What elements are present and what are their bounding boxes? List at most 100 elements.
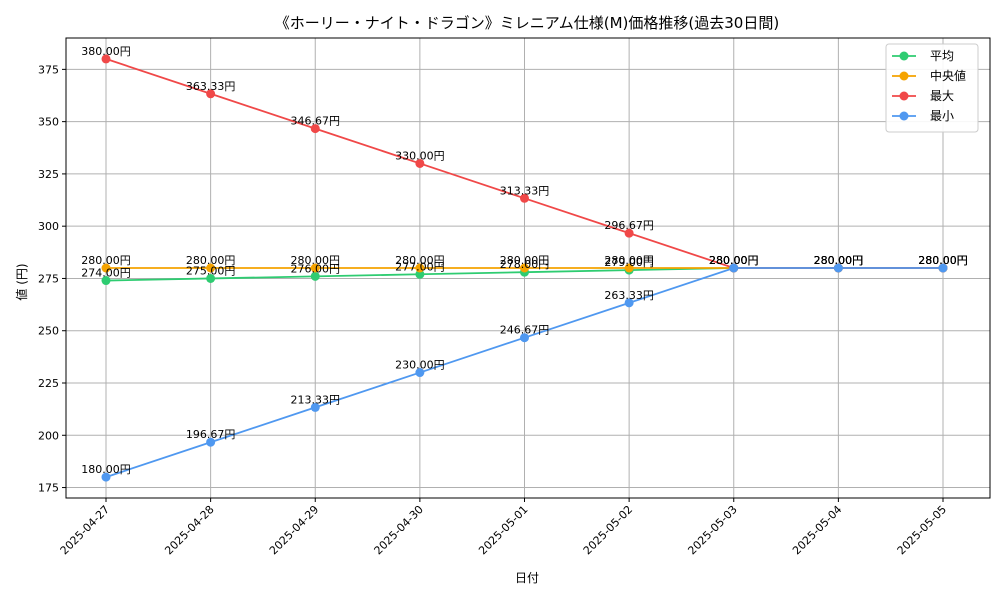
data-label: 213.33円 bbox=[291, 393, 341, 406]
data-label: 280.00円 bbox=[814, 254, 864, 267]
data-point bbox=[520, 263, 529, 273]
data-point bbox=[206, 273, 216, 283]
data-point bbox=[624, 263, 634, 273]
series-最小 bbox=[101, 263, 948, 482]
y-axis: 175 200 225 250 275 300 325 350 375 bbox=[38, 63, 66, 495]
data-point bbox=[833, 263, 843, 273]
y-axis-label: 値 (円) bbox=[14, 263, 29, 300]
data-label: 230.00円 bbox=[395, 359, 445, 372]
y-tick-label: 250 bbox=[38, 325, 59, 338]
data-label: 279.00円 bbox=[604, 256, 654, 269]
data-label: 180.00円 bbox=[81, 463, 131, 476]
data-point bbox=[101, 54, 111, 64]
data-point bbox=[101, 472, 111, 482]
data-point bbox=[415, 263, 425, 273]
data-point bbox=[101, 263, 111, 273]
data-point bbox=[310, 263, 320, 273]
x-tick-label: 2025-04-29 bbox=[267, 503, 321, 557]
data-label: 280.00円 bbox=[291, 254, 341, 267]
x-tick-label: 2025-05-04 bbox=[790, 503, 844, 557]
plot-frame bbox=[65, 37, 991, 499]
x-axis-label: 日付 bbox=[515, 571, 539, 585]
data-point bbox=[206, 263, 216, 273]
data-point bbox=[624, 228, 634, 238]
x-tick-label: 2025-05-03 bbox=[685, 503, 739, 557]
data-label: 280.00円 bbox=[709, 254, 759, 267]
legend-item: 中央値 bbox=[892, 68, 966, 83]
grid bbox=[66, 38, 990, 498]
data-label: 380.00円 bbox=[81, 45, 131, 58]
legend-swatch-marker bbox=[899, 51, 909, 61]
data-label: 346.67円 bbox=[291, 115, 341, 128]
y-tick-label: 325 bbox=[38, 168, 59, 181]
legend-label: 最小 bbox=[930, 109, 954, 123]
data-label: 280.00円 bbox=[814, 254, 864, 267]
data-point bbox=[310, 124, 320, 134]
data-label: 280.00円 bbox=[918, 254, 968, 267]
x-tick-label: 2025-05-05 bbox=[895, 503, 949, 557]
x-axis: 2025-04-27 2025-04-28 2025-04-29 2025-04-30… bbox=[58, 498, 949, 557]
data-point bbox=[206, 89, 216, 99]
y-tick-label: 225 bbox=[38, 377, 59, 390]
data-label: 280.00円 bbox=[500, 254, 550, 267]
data-point bbox=[415, 269, 425, 279]
legend-swatch-marker bbox=[899, 91, 909, 101]
x-tick-label: 2025-04-27 bbox=[58, 503, 112, 557]
x-tick-label: 2025-05-01 bbox=[476, 503, 530, 557]
series-layer bbox=[101, 54, 948, 482]
legend-item: 最小 bbox=[892, 109, 954, 123]
legend-swatch-marker bbox=[899, 71, 909, 81]
data-labels: 274.00円 275.00円 276.00円 277.00円 278.00円 279.0… bbox=[81, 45, 968, 476]
data-point bbox=[310, 402, 320, 412]
data-label: 196.67円 bbox=[186, 428, 236, 441]
data-label: 263.33円 bbox=[604, 289, 654, 302]
data-label: 280.00円 bbox=[814, 254, 864, 267]
legend-item: 平均 bbox=[892, 49, 954, 63]
data-point bbox=[520, 193, 529, 203]
data-point bbox=[415, 158, 425, 168]
legend-box bbox=[885, 43, 979, 133]
legend-label: 中央値 bbox=[930, 68, 966, 83]
y-tick-label: 375 bbox=[38, 63, 59, 76]
data-point bbox=[520, 333, 529, 343]
data-label: 280.00円 bbox=[81, 254, 131, 267]
data-point bbox=[729, 263, 739, 273]
data-point bbox=[938, 263, 948, 273]
data-label: 277.00円 bbox=[395, 260, 445, 273]
y-tick-label: 175 bbox=[38, 482, 59, 495]
data-point bbox=[101, 276, 111, 286]
legend-label: 平均 bbox=[930, 49, 954, 63]
legend-item: 最大 bbox=[892, 89, 954, 103]
data-label: 280.00円 bbox=[918, 254, 968, 267]
data-point bbox=[415, 368, 425, 378]
data-label: 246.67円 bbox=[500, 324, 550, 337]
y-tick-label: 275 bbox=[38, 272, 59, 285]
data-label: 280.00円 bbox=[918, 254, 968, 267]
data-label: 280.00円 bbox=[709, 254, 759, 267]
data-label: 275.00円 bbox=[186, 264, 236, 277]
data-point bbox=[206, 437, 216, 447]
data-label: 280.00円 bbox=[709, 254, 759, 267]
x-tick-label: 2025-04-28 bbox=[162, 503, 216, 557]
chart-title: 《ホーリー・ナイト・ドラゴン》ミレニアム仕様(M)価格推移(過去30日間) bbox=[275, 14, 779, 32]
y-tick-label: 350 bbox=[38, 116, 59, 129]
data-point bbox=[624, 298, 634, 308]
data-label: 280.00円 bbox=[814, 254, 864, 267]
legend-label: 最大 bbox=[930, 89, 954, 103]
data-label: 296.67円 bbox=[604, 219, 654, 232]
legend-swatch-marker bbox=[899, 111, 909, 121]
y-tick-label: 300 bbox=[38, 220, 59, 233]
x-tick-label: 2025-05-02 bbox=[581, 503, 635, 557]
data-label: 280.00円 bbox=[604, 254, 654, 267]
data-label: 278.00円 bbox=[500, 258, 550, 271]
data-label: 280.00円 bbox=[186, 254, 236, 267]
data-label: 313.33円 bbox=[500, 184, 550, 197]
data-label: 276.00円 bbox=[291, 262, 341, 275]
data-label: 274.00円 bbox=[81, 267, 131, 280]
data-point bbox=[310, 271, 320, 281]
data-label: 363.33円 bbox=[186, 80, 236, 93]
x-tick-label: 2025-04-30 bbox=[372, 503, 426, 557]
